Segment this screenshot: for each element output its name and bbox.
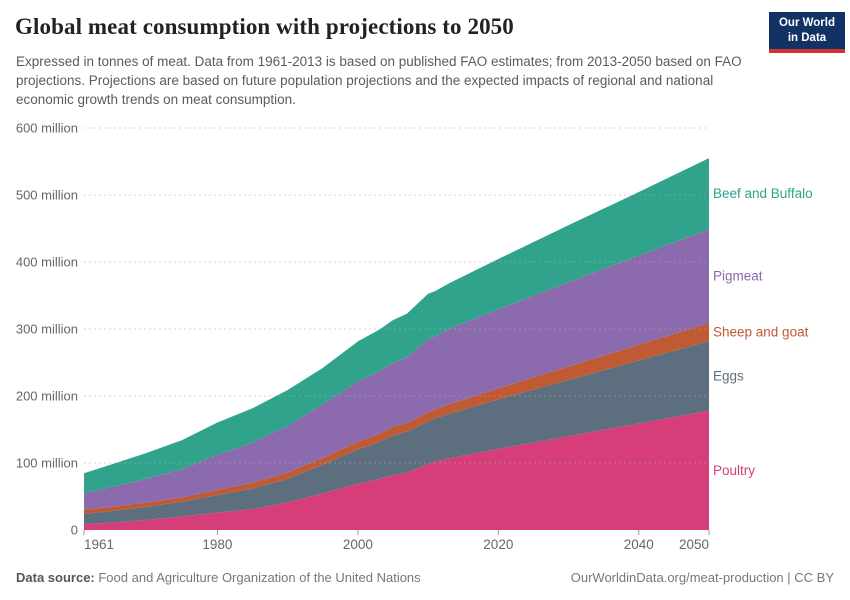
legend-label-sheep-and-goat[interactable]: Sheep and goat [713,325,809,340]
page-title: Global meat consumption with projections… [15,14,514,39]
legend-label-beef-and-buffalo[interactable]: Beef and Buffalo [713,186,813,201]
y-tick-label-0: 0 [71,523,78,538]
chart-subtitle: Expressed in tonnes of meat. Data from 1… [16,54,742,108]
y-tick-label-100: 100 million [16,456,78,471]
area-eggs[interactable] [84,341,709,524]
x-tick-label-1961: 1961 [84,537,114,552]
data-source-text: Food and Agriculture Organization of the… [94,570,421,585]
legend-label-poultry[interactable]: Poultry [713,463,755,478]
y-tick-label-500: 500 million [16,188,78,203]
y-tick-label-300: 300 million [16,322,78,337]
chart-svg: 600 million 500 million 400 million 300 mil… [16,121,813,553]
y-tick-label-400: 400 million [16,255,78,270]
area-beef-and-buffalo[interactable] [84,158,709,494]
y-tick-label-600: 600 million [16,121,78,136]
footer-citation-link[interactable]: OurWorldinData.org/meat-production | CC … [570,570,834,585]
area-poultry[interactable] [84,410,709,530]
x-tick-label-2050: 2050 [679,537,709,552]
data-source-label: Data source: [16,570,95,585]
x-tick-label-2040: 2040 [624,537,654,552]
x-tick-label-1980: 1980 [202,537,232,552]
owid-logo-line1: Our World [778,17,835,30]
legend-label-eggs[interactable]: Eggs [713,368,744,383]
area-pigmeat[interactable] [84,229,709,510]
x-tick-label-2020: 2020 [483,537,513,552]
data-source: Data source: Food and Agriculture Organi… [16,570,421,585]
owid-logo[interactable]: Our World in Data [769,12,845,53]
x-tick-label-2000: 2000 [343,537,373,552]
legend-label-pigmeat[interactable]: Pigmeat [713,269,763,284]
y-tick-label-200: 200 million [16,389,78,404]
owid-logo-line2: in Data [787,31,827,44]
